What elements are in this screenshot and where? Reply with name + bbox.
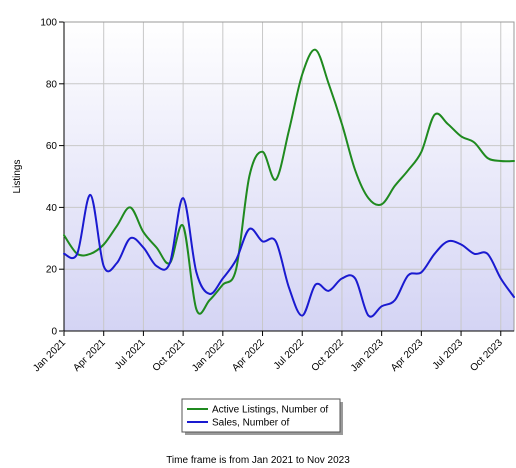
time-frame-caption: Time frame is from Jan 2021 to Nov 2023 <box>166 455 350 466</box>
plot-area <box>64 22 514 331</box>
legend: Active Listings, Number of Sales, Number … <box>181 398 343 435</box>
x-tick-label: Jan 2021 <box>31 337 68 374</box>
x-tick-label: Jan 2022 <box>190 337 227 374</box>
legend-label: Active Listings, Number of <box>212 405 328 416</box>
x-tick-label: Jul 2022 <box>272 337 307 372</box>
y-tick-label: 0 <box>51 327 57 338</box>
x-tick-label: Jul 2021 <box>113 337 148 372</box>
series-line-sales <box>63 193 515 318</box>
legend-label: Sales, Number of <box>212 418 289 429</box>
x-tick-label: Jan 2023 <box>349 337 386 374</box>
y-tick-label: 20 <box>46 265 58 276</box>
y-tick-label: 60 <box>46 141 58 152</box>
x-tick-label: Apr 2021 <box>71 337 108 374</box>
y-axis-title: Listings <box>12 160 23 194</box>
series <box>63 48 515 318</box>
x-tick-label: Oct 2023 <box>468 337 505 374</box>
x-tick-label: Oct 2022 <box>310 337 347 374</box>
series-line-active-listings <box>63 48 515 315</box>
y-tick-label: 80 <box>46 79 58 90</box>
x-tick-label: Apr 2023 <box>389 337 426 374</box>
x-tick-label: Oct 2021 <box>151 337 188 374</box>
y-tick-label: 100 <box>40 18 57 29</box>
x-tick-label: Jul 2023 <box>431 337 466 372</box>
y-tick-label: 40 <box>46 203 58 214</box>
x-tick-label: Apr 2022 <box>230 337 267 374</box>
